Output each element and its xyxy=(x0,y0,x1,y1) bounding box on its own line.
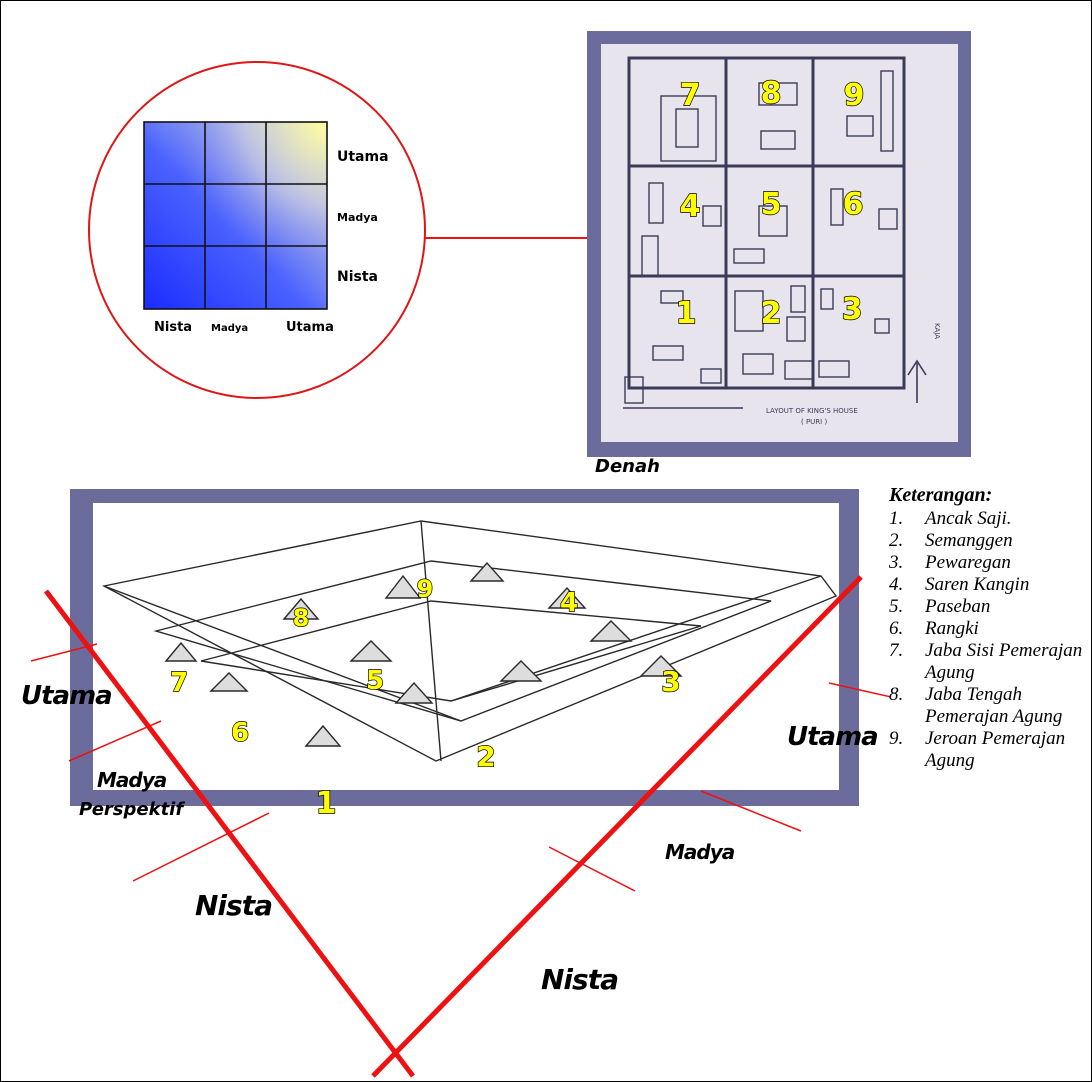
legend-item: 2. Semanggen xyxy=(889,530,1089,552)
legend-item: 6. Rangki xyxy=(889,618,1089,640)
legend-item: 4. Saren Kangin xyxy=(889,574,1089,596)
zone-grid-diagram: Utama Madya Nista Nista Madya Utama xyxy=(88,61,426,399)
legend-item-number: 7. xyxy=(889,640,904,661)
left-zone-utama: Utama xyxy=(21,681,112,711)
perspective-number-9: 9 xyxy=(417,575,434,603)
right-zone-nista: Nista xyxy=(541,963,618,996)
legend-item-number: 6. xyxy=(889,618,904,639)
grid-col-label-madya: Madya xyxy=(211,323,248,334)
legend-item-text: Jeroan Pemerajan Agung xyxy=(925,728,1066,771)
left-zone-nista: Nista xyxy=(195,889,272,922)
legend-item-text: Rangki xyxy=(925,618,979,639)
plan-layout-caption-line1: LAYOUT OF KING'S HOUSE xyxy=(766,407,858,415)
grid-col-label-nista: Nista xyxy=(154,320,192,335)
perspective-number-8: 8 xyxy=(293,604,310,632)
legend-item-number: 1. xyxy=(889,508,904,529)
legend-item-text: Jaba Tengah Pemerajan Agung xyxy=(925,684,1063,727)
plan-walls xyxy=(627,56,906,390)
perspective-number-6: 6 xyxy=(231,718,249,748)
grid-col-label-utama: Utama xyxy=(286,320,334,335)
legend-item-number: 9. xyxy=(889,728,904,749)
right-zone-madya: Madya xyxy=(665,840,735,864)
left-zone-madya: Madya xyxy=(97,768,167,792)
plan-buildings xyxy=(624,70,898,404)
legend: Keterangan: 1. Ancak Saji. 2. Semanggen 3.… xyxy=(889,484,1089,772)
plan-north-label: KAJA xyxy=(933,323,941,339)
grid-row-label-utama: Utama xyxy=(337,149,389,165)
legend-item: 8. Jaba Tengah Pemerajan Agung xyxy=(889,684,1089,728)
right-zone-utama: Utama xyxy=(787,722,878,752)
legend-item-text: Ancak Saji. xyxy=(925,508,1012,529)
perspective-number-3: 3 xyxy=(661,665,680,698)
right-axis-line xyxy=(371,575,863,1078)
legend-list: 1. Ancak Saji. 2. Semanggen 3. Pewaregan 4.… xyxy=(889,508,1089,772)
legend-item-text: Semanggen xyxy=(925,530,1013,551)
legend-item: 9. Jeroan Pemerajan Agung xyxy=(889,728,1089,772)
legend-item-text: Pewaregan xyxy=(925,552,1011,573)
legend-item-text: Jaba Sisi Pemerajan Agung xyxy=(925,640,1083,683)
legend-item-number: 2. xyxy=(889,530,904,551)
legend-title: Keterangan: xyxy=(889,484,993,506)
legend-item: 5. Paseban xyxy=(889,596,1089,618)
legend-item-number: 5. xyxy=(889,596,904,617)
plan-number-1: 1 xyxy=(676,296,697,331)
plan-layout-caption-line2: ( PURI ) xyxy=(801,418,827,426)
perspective-panel: 1 2 3 4 5 6 7 8 9 Perspektif xyxy=(70,489,859,822)
perspective-number-2: 2 xyxy=(476,740,495,773)
legend-item: 1. Ancak Saji. xyxy=(889,508,1089,530)
legend-item-number: 3. xyxy=(889,552,904,573)
legend-item-number: 8. xyxy=(889,684,904,705)
perspective-number-5: 5 xyxy=(366,666,384,696)
plan-number-5: 5 xyxy=(761,187,782,222)
plan-number-2: 2 xyxy=(761,296,782,331)
grid-row-label-madya: Madya xyxy=(337,211,378,224)
zone-axes xyxy=(30,575,892,1078)
perspective-sheet xyxy=(93,503,839,790)
perspective-drawing xyxy=(101,520,838,762)
legend-item-number: 4. xyxy=(889,574,904,595)
legend-item: 7. Jaba Sisi Pemerajan Agung xyxy=(889,640,1089,684)
plan-panel: LAYOUT OF KING'S HOUSE ( PURI ) KAJA 1 2… xyxy=(587,31,971,477)
grid-row-label-nista: Nista xyxy=(337,269,378,285)
legend-item: 3. Pewaregan xyxy=(889,552,1089,574)
plan-number-7: 7 xyxy=(680,78,701,113)
plan-caption: Denah xyxy=(595,456,660,477)
legend-item-text: Saren Kangin xyxy=(925,574,1030,595)
legend-item-text: Paseban xyxy=(925,596,991,617)
plan-number-9: 9 xyxy=(844,78,865,113)
perspective-number-4: 4 xyxy=(560,588,578,618)
perspective-number-1: 1 xyxy=(316,786,337,821)
perspective-caption: Perspektif xyxy=(79,799,185,820)
plan-number-3: 3 xyxy=(842,292,863,327)
perspective-number-7: 7 xyxy=(170,668,188,698)
plan-number-8: 8 xyxy=(761,76,782,111)
plan-number-6: 6 xyxy=(843,187,864,222)
plan-number-4: 4 xyxy=(680,189,701,224)
